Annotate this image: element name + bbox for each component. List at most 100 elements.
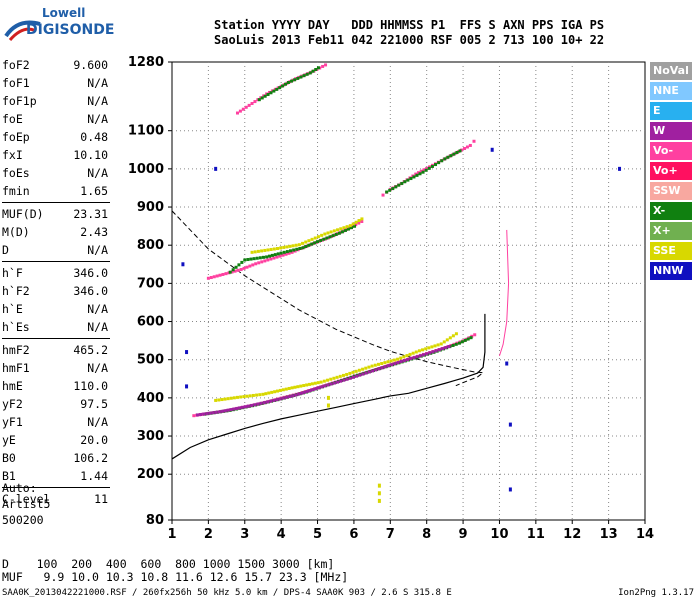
echo-point — [232, 396, 236, 400]
x-tick-label: 7 — [386, 527, 395, 542]
y-tick-label: 1000 — [128, 162, 164, 177]
echo-point — [328, 235, 332, 239]
header-line-2: SaoLuis 2013 Feb11 042 221000 RSF 005 2 … — [214, 33, 605, 47]
echo-point — [353, 224, 357, 228]
echo-point — [290, 386, 294, 390]
param-name: h`Es — [2, 320, 30, 334]
echo-point — [305, 72, 309, 76]
echo-point — [445, 338, 449, 342]
echo-point — [221, 272, 225, 276]
echo-point — [185, 384, 189, 389]
echo-point — [275, 255, 279, 259]
echo-point — [236, 268, 240, 272]
echo-point — [618, 166, 622, 171]
file-info-footer: SAA0K_2013042221000.RSF / 260fx256h 50 k… — [2, 588, 698, 598]
y-tick-label: 400 — [137, 391, 164, 406]
echo-point — [463, 147, 467, 151]
echo-point — [211, 411, 215, 415]
echo-point — [296, 76, 300, 80]
echo-point — [268, 254, 272, 258]
echo-point — [388, 188, 392, 192]
param-row: h`E N/A — [2, 300, 110, 318]
echo-point — [255, 393, 259, 397]
echo-point — [199, 412, 203, 416]
echo-point — [508, 487, 512, 492]
echo-point — [192, 414, 196, 418]
x-tick-label: 2 — [204, 527, 213, 542]
echo-point — [376, 362, 380, 366]
echo-point — [258, 256, 262, 260]
param-value: 11 — [94, 492, 108, 506]
station-header: Station YYYY DAY DDD HHMMSS P1 FFS S AXN… — [214, 18, 604, 48]
echo-point — [314, 68, 318, 72]
echo-point — [266, 93, 270, 97]
param-separator — [2, 338, 110, 339]
echo-point — [310, 242, 314, 246]
echo-point — [241, 107, 245, 111]
legend-item: SSW — [650, 182, 692, 200]
echo-point — [421, 170, 425, 174]
echo-point — [324, 63, 328, 67]
echo-point — [308, 71, 312, 75]
echo-point — [383, 361, 387, 365]
echo-point — [208, 411, 212, 415]
echo-point — [335, 375, 339, 379]
echo-point — [329, 377, 333, 381]
param-row: foEs N/A — [2, 164, 110, 182]
param-value: N/A — [87, 243, 108, 257]
param-row: foEp 0.48 — [2, 128, 110, 146]
echo-point — [354, 369, 358, 373]
param-value: 97.5 — [80, 397, 108, 411]
echo-point — [393, 362, 397, 366]
x-tick-label: 11 — [527, 527, 545, 542]
param-row: yF1 N/A — [2, 413, 110, 431]
param-separator — [2, 202, 110, 203]
echo-point — [431, 350, 435, 354]
echo-point — [452, 152, 456, 156]
echo-point — [276, 247, 280, 251]
echo-point — [246, 258, 250, 262]
echo-point — [226, 408, 230, 412]
echo-point — [346, 227, 350, 231]
echo-point — [239, 268, 243, 272]
echo-point — [233, 269, 237, 273]
echo-point — [411, 351, 415, 355]
echo-point — [323, 384, 327, 388]
logo-brand-bottom: DIGISONDE — [26, 22, 115, 38]
param-row: C-level 11 — [2, 490, 110, 508]
y-tick-label: 700 — [137, 276, 164, 291]
echo-point — [341, 373, 345, 377]
legend-item: E — [650, 102, 692, 120]
echo-point — [231, 268, 235, 272]
echo-point — [443, 157, 447, 161]
echo-point — [405, 354, 409, 358]
echo-point — [343, 228, 347, 232]
param-row: B0 106.2 — [2, 449, 110, 467]
param-value: N/A — [87, 361, 108, 375]
y-tick-label: 80 — [146, 513, 164, 528]
echo-point — [345, 377, 349, 381]
echo-point — [313, 381, 317, 385]
echo-point — [302, 74, 306, 78]
echo-point — [361, 367, 365, 371]
param-name: fmin — [2, 184, 30, 198]
echo-point — [364, 366, 368, 370]
echo-point — [310, 237, 314, 241]
echo-point — [342, 226, 346, 230]
echo-point — [223, 409, 227, 413]
echo-point — [360, 219, 364, 223]
echo-point — [457, 341, 461, 345]
echo-point — [460, 340, 464, 344]
x-tick-label: 14 — [636, 527, 654, 542]
echo-point — [348, 224, 352, 228]
echo-point — [422, 353, 426, 357]
echo-point — [505, 361, 509, 366]
echo-point — [284, 252, 288, 256]
muf-distance-table: D 100 200 400 600 800 1000 1500 3000 [km… — [2, 558, 348, 584]
echo-point — [331, 234, 335, 238]
x-tick-label: 5 — [313, 527, 322, 542]
echo-point — [332, 229, 336, 233]
echo-point — [417, 349, 421, 353]
software-version: Ion2Png 1.3.17 — [618, 588, 694, 598]
echo-point — [473, 333, 477, 337]
